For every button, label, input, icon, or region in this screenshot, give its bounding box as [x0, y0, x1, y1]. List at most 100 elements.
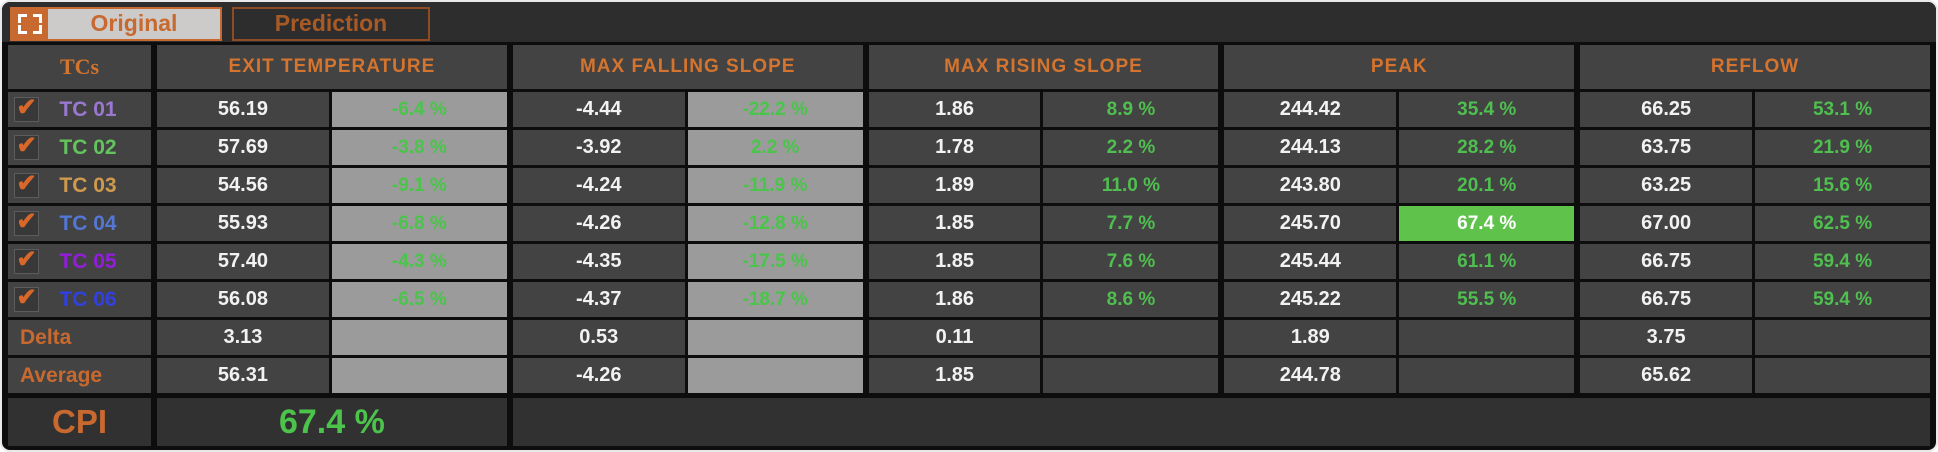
exit-temperature-value: 57.69	[151, 130, 329, 165]
check-icon: ✔	[16, 93, 37, 121]
delta-reflow-pct-empty	[1752, 320, 1930, 355]
max-falling-slope-pct: -11.9 %	[684, 168, 863, 203]
exit-temperature-pct: -3.8 %	[328, 130, 507, 165]
reflow-value: 67.00	[1574, 206, 1753, 241]
delta-max-falling-slope-pct-empty	[684, 320, 863, 355]
tc-06-checkbox[interactable]: ✔	[14, 283, 39, 312]
average-reflow: 65.62	[1574, 358, 1753, 393]
max-falling-slope-pct: 2.2 %	[684, 130, 863, 165]
peak-pct: 55.5 %	[1396, 282, 1575, 317]
tc-04-label-cell: ✔ TC 04	[8, 206, 151, 241]
delta-max-falling-slope: 0.53	[506, 320, 685, 355]
tab-bar: Original Prediction	[2, 2, 1936, 42]
results-table: TCs EXIT TEMPERATURE MAX FALLING SLOPE M…	[8, 42, 1930, 446]
column-header-tcs: TCs	[8, 45, 151, 89]
tab-original[interactable]: Original	[10, 6, 222, 41]
max-rising-slope-value: 1.89	[862, 168, 1041, 203]
average-exit-temperature-pct-empty	[328, 358, 507, 393]
max-rising-slope-value: 1.86	[862, 92, 1041, 127]
delta-label: Delta	[8, 320, 151, 355]
reflow-value: 66.75	[1574, 282, 1753, 317]
tc-label: TC 05	[59, 249, 117, 273]
average-peak-pct-empty	[1396, 358, 1575, 393]
tc-02-label-cell: ✔ TC 02	[8, 130, 151, 165]
reflow-value: 66.25	[1574, 92, 1753, 127]
check-icon: ✔	[16, 131, 37, 159]
peak-pct-highlighted: 67.4 %	[1396, 206, 1575, 241]
average-max-falling-slope-pct-empty	[684, 358, 863, 393]
delta-peak-pct-empty	[1396, 320, 1575, 355]
tc-row-01: ✔ TC 01 56.19 -6.4 % -4.44 -22.2 % 1.86 …	[8, 92, 1930, 127]
reflow-pct: 15.6 %	[1752, 168, 1930, 203]
tc-label: TC 01	[59, 97, 117, 121]
exit-temperature-pct: -6.8 %	[328, 206, 507, 241]
peak-pct: 35.4 %	[1396, 92, 1575, 127]
tc-05-checkbox[interactable]: ✔	[14, 247, 39, 274]
tc-02-checkbox[interactable]: ✔	[14, 131, 39, 160]
check-icon: ✔	[16, 283, 37, 311]
peak-value: 243.80	[1218, 168, 1397, 203]
max-falling-slope-value: -4.37	[506, 282, 685, 317]
max-falling-slope-pct: -17.5 %	[684, 244, 863, 279]
expand-fullscreen-icon[interactable]	[12, 8, 48, 39]
max-falling-slope-value: -3.92	[506, 130, 685, 165]
tab-prediction-label: Prediction	[274, 10, 388, 36]
reflow-pct: 21.9 %	[1752, 130, 1930, 165]
reflow-value: 63.75	[1574, 130, 1753, 165]
max-rising-slope-value: 1.85	[862, 244, 1041, 279]
peak-pct: 61.1 %	[1396, 244, 1575, 279]
max-rising-slope-value: 1.85	[862, 206, 1041, 241]
delta-reflow: 3.75	[1574, 320, 1753, 355]
peak-value: 245.44	[1218, 244, 1397, 279]
check-icon: ✔	[16, 207, 37, 235]
average-row: Average 56.31 -4.26 1.85 244.78 65.62	[8, 358, 1930, 393]
average-peak: 244.78	[1218, 358, 1397, 393]
reflow-value: 66.75	[1574, 244, 1753, 279]
average-max-falling-slope: -4.26	[506, 358, 685, 393]
cpi-value: 67.4 %	[151, 398, 507, 446]
exit-temperature-pct: -4.3 %	[328, 244, 507, 279]
max-rising-slope-pct: 8.9 %	[1040, 92, 1219, 127]
average-exit-temperature: 56.31	[151, 358, 329, 393]
max-falling-slope-value: -4.26	[506, 206, 685, 241]
tc-row-05: ✔ TC 05 57.40 -4.3 % -4.35 -17.5 % 1.85 …	[8, 244, 1930, 279]
exit-temperature-value: 55.93	[151, 206, 329, 241]
tc-label: TC 04	[59, 211, 117, 235]
column-header-peak: PEAK	[1218, 45, 1575, 89]
reflow-pct: 59.4 %	[1752, 244, 1930, 279]
max-rising-slope-pct: 2.2 %	[1040, 130, 1219, 165]
exit-temperature-pct: -9.1 %	[328, 168, 507, 203]
tc-05-label-cell: ✔ TC 05	[8, 244, 151, 279]
tc-01-checkbox[interactable]: ✔	[14, 93, 39, 122]
delta-peak: 1.89	[1218, 320, 1397, 355]
exit-temperature-value: 54.56	[151, 168, 329, 203]
tc-04-checkbox[interactable]: ✔	[14, 207, 39, 236]
column-header-exit-temperature: EXIT TEMPERATURE	[151, 45, 507, 89]
delta-exit-temperature-pct-empty	[328, 320, 507, 355]
max-rising-slope-value: 1.86	[862, 282, 1041, 317]
delta-max-rising-slope-pct-empty	[1040, 320, 1219, 355]
tab-original-label: Original	[48, 8, 220, 39]
tc-row-03: ✔ TC 03 54.56 -9.1 % -4.24 -11.9 % 1.89 …	[8, 168, 1930, 203]
max-falling-slope-value: -4.44	[506, 92, 685, 127]
exit-temperature-pct: -6.4 %	[328, 92, 507, 127]
max-falling-slope-pct: -12.8 %	[684, 206, 863, 241]
peak-value: 244.42	[1218, 92, 1397, 127]
max-rising-slope-pct: 7.7 %	[1040, 206, 1219, 241]
column-header-max-falling-slope: MAX FALLING SLOPE	[506, 45, 863, 89]
max-falling-slope-value: -4.24	[506, 168, 685, 203]
exit-temperature-value: 57.40	[151, 244, 329, 279]
max-falling-slope-pct: -22.2 %	[684, 92, 863, 127]
tc-06-label-cell: ✔ TC 06	[8, 282, 151, 317]
max-rising-slope-pct: 11.0 %	[1040, 168, 1219, 203]
tab-prediction[interactable]: Prediction	[232, 6, 430, 41]
delta-max-rising-slope: 0.11	[862, 320, 1041, 355]
exit-temperature-value: 56.19	[151, 92, 329, 127]
reflow-pct: 53.1 %	[1752, 92, 1930, 127]
tc-label: TC 03	[59, 173, 117, 197]
cpi-rest-empty	[506, 398, 1930, 446]
reflow-pct: 59.4 %	[1752, 282, 1930, 317]
tc-03-checkbox[interactable]: ✔	[14, 171, 39, 198]
reflow-pct: 62.5 %	[1752, 206, 1930, 241]
